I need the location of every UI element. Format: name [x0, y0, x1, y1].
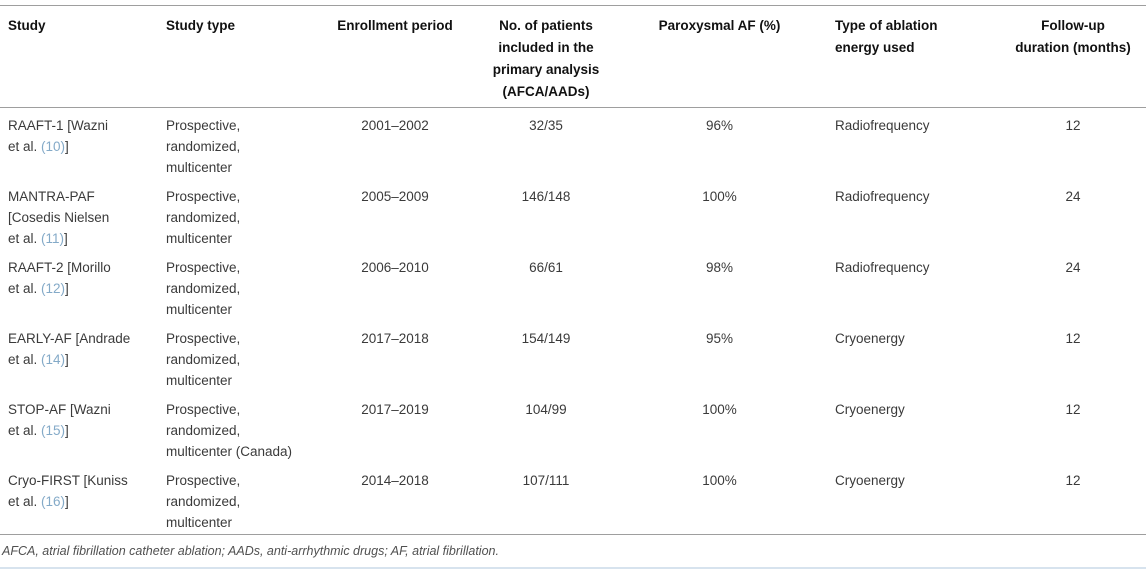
study-type-cell: Prospective, randomized, multicenter (Ca… [166, 401, 293, 459]
followup-duration-cell: 12 [1065, 330, 1081, 346]
patients-count-cell: 32/35 [529, 118, 563, 133]
study-type-cell: Prospective, randomized, multicenter [166, 259, 241, 317]
enrollment-period-cell: 2017–2018 [361, 330, 429, 346]
ablation-energy-cell: Radiofrequency [835, 118, 930, 133]
study-citation-line: et al. (10)] [8, 136, 158, 157]
citation-link[interactable]: (10) [41, 139, 66, 154]
study-citation-line: et al. (14)] [8, 349, 158, 370]
study-citation-prefix: et al. [8, 493, 42, 509]
paroxysmal-af-cell: 100% [702, 472, 737, 488]
table-row: STOP-AF [Wazni et al. (15)] Prospective, r… [0, 392, 1146, 463]
paroxysmal-af-cell: 100% [702, 188, 737, 204]
citation-link[interactable]: (15) [41, 422, 66, 438]
study-name-lines: RAAFT-2 [Morillo [8, 259, 111, 275]
col-header-enrollment-period: Enrollment period [320, 5, 470, 108]
study-name-lines: RAAFT-1 [Wazni [8, 118, 109, 133]
patients-count-cell: 66/61 [529, 259, 563, 275]
study-citation-line: et al. (15)] [8, 420, 158, 441]
citation-link[interactable]: (16) [41, 493, 66, 509]
study-type-cell: Prospective, randomized, multicenter [166, 188, 241, 246]
enrollment-period-cell: 2001–2002 [361, 118, 429, 133]
paroxysmal-af-cell: 98% [705, 259, 734, 275]
col-header-study-type: Study type [162, 5, 320, 108]
study-citation-suffix: ] [65, 139, 69, 154]
table-row: MANTRA-PAF [Cosedis Nielsen et al. (11)] P… [0, 179, 1146, 250]
enrollment-period-cell: 2006–2010 [361, 259, 429, 275]
table-row: EARLY-AF [Andrade et al. (14)] Prospective… [0, 321, 1146, 392]
study-type-cell: Prospective, randomized, multicenter [166, 118, 241, 175]
citation-link[interactable]: (14) [41, 351, 66, 367]
followup-duration-cell: 12 [1065, 472, 1081, 488]
col-header-patients: No. of patients included in the primary … [470, 5, 622, 108]
patients-count-cell: 146/148 [521, 188, 571, 204]
col-header-study: Study [0, 5, 162, 108]
study-type-cell: Prospective, randomized, multicenter [166, 330, 241, 388]
enrollment-period-cell: 2017–2019 [361, 401, 429, 417]
page-bottom-divider [0, 567, 1146, 569]
table-footnote: AFCA, atrial fibrillation catheter ablat… [2, 543, 499, 558]
study-citation-prefix: et al. [8, 351, 42, 367]
citation-link[interactable]: (12) [41, 280, 66, 296]
table-footnote-area: AFCA, atrial fibrillation catheter ablat… [0, 533, 1146, 559]
ablation-energy-cell: Cryoenergy [835, 330, 905, 346]
followup-duration-cell: 24 [1065, 259, 1081, 275]
ablation-energy-cell: Cryoenergy [835, 401, 905, 417]
study-cell: EARLY-AF [Andrade et al. (14)] [0, 321, 162, 392]
study-citation-prefix: et al. [8, 280, 42, 296]
study-name-lines: EARLY-AF [Andrade [8, 330, 131, 346]
study-citation-line: et al. (12)] [8, 278, 158, 299]
table-row: RAAFT-1 [Wazni et al. (10)] Prospective, r… [0, 108, 1146, 179]
followup-duration-cell: 12 [1065, 118, 1081, 133]
study-citation-line: et al. (16)] [8, 491, 158, 512]
study-cell: RAAFT-2 [Morillo et al. (12)] [0, 250, 162, 321]
study-citation-prefix: et al. [8, 422, 42, 438]
study-cell: MANTRA-PAF [Cosedis Nielsen et al. (11)] [0, 179, 162, 250]
study-name-lines: STOP-AF [Wazni [8, 401, 111, 417]
ablation-energy-cell: Radiofrequency [835, 259, 930, 275]
citation-link[interactable]: (11) [41, 230, 65, 246]
paroxysmal-af-cell: 100% [702, 401, 737, 417]
col-header-followup-duration: Follow-up duration (months) [1000, 5, 1146, 108]
study-citation-suffix: ] [65, 422, 69, 438]
enrollment-period-cell: 2005–2009 [361, 188, 429, 204]
patients-count-cell: 154/149 [521, 330, 571, 346]
ablation-energy-cell: Radiofrequency [835, 188, 930, 204]
table-row: Cryo-FIRST [Kuniss et al. (16)] Prospectiv… [0, 463, 1146, 534]
table-row: RAAFT-2 [Morillo et al. (12)] Prospective,… [0, 250, 1146, 321]
study-citation-prefix: et al. [8, 230, 42, 246]
ablation-energy-cell: Cryoenergy [835, 472, 905, 488]
study-cell: Cryo-FIRST [Kuniss et al. (16)] [0, 463, 162, 534]
study-cell: STOP-AF [Wazni et al. (15)] [0, 392, 162, 463]
studies-table: Study Study type Enrollment period No. o… [0, 5, 1146, 534]
study-citation-suffix: ] [65, 493, 69, 509]
followup-duration-cell: 24 [1065, 188, 1081, 204]
study-citation-prefix: et al. [8, 139, 42, 154]
study-citation-line: et al. (11)] [8, 228, 158, 249]
study-name-lines: Cryo-FIRST [Kuniss [8, 472, 128, 488]
followup-duration-cell: 12 [1065, 401, 1081, 417]
paroxysmal-af-cell: 96% [705, 118, 734, 133]
study-citation-suffix: ] [65, 351, 69, 367]
study-type-cell: Prospective, randomized, multicenter [166, 472, 241, 530]
col-header-ablation-energy: Type of ablation energy used [817, 5, 1000, 108]
enrollment-period-cell: 2014–2018 [361, 472, 429, 488]
patients-count-cell: 107/111 [522, 472, 570, 488]
patients-count-cell: 104/99 [525, 401, 567, 417]
col-header-paroxysmal-af: Paroxysmal AF (%) [622, 5, 817, 108]
study-cell: RAAFT-1 [Wazni et al. (10)] [0, 108, 162, 179]
header-row: Study Study type Enrollment period No. o… [0, 5, 1146, 108]
study-citation-suffix: ] [65, 280, 69, 296]
paroxysmal-af-cell: 95% [705, 330, 734, 346]
study-name-lines: MANTRA-PAF [Cosedis Nielsen [8, 188, 110, 225]
study-citation-suffix: ] [64, 230, 68, 246]
